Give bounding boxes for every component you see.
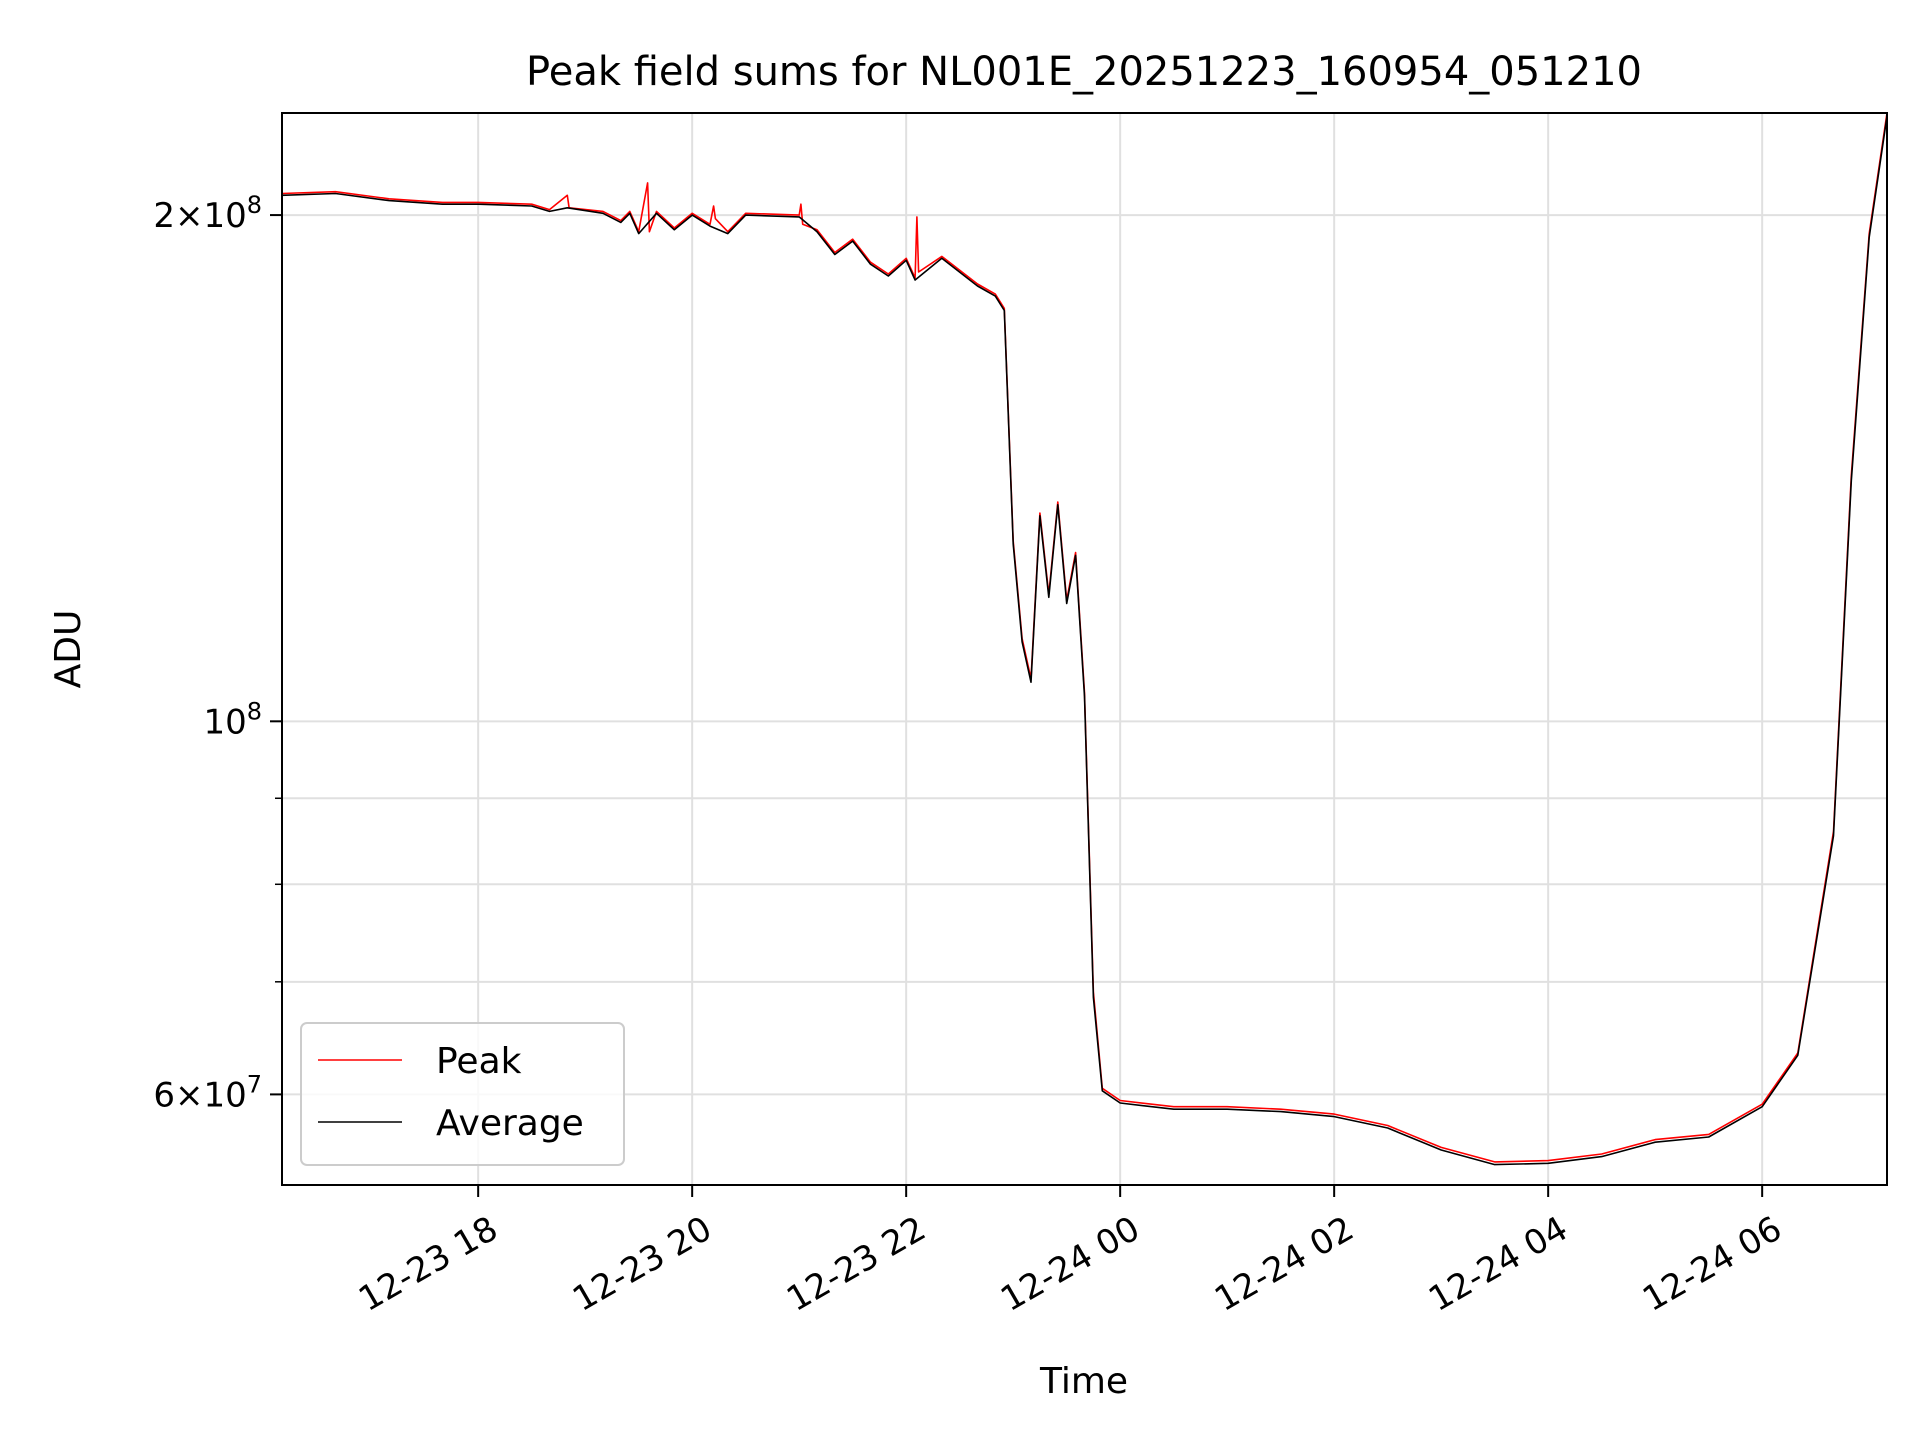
y-axis-label: ADU xyxy=(48,610,89,689)
legend: Peak Average xyxy=(300,1022,625,1166)
grid xyxy=(282,113,1887,1185)
plot-lines xyxy=(281,112,1888,1166)
chart-title: Peak field sums for NL001E_20251223_1609… xyxy=(526,49,1642,95)
y-tick-label: 108 xyxy=(203,697,262,742)
legend-peak-label: Peak xyxy=(436,1041,522,1082)
legend-average-label: Average xyxy=(436,1103,584,1144)
x-axis-label: Time xyxy=(1039,1361,1128,1402)
legend-box xyxy=(300,1022,625,1166)
y-tick-label: 6×107 xyxy=(153,1070,262,1115)
axes-frame xyxy=(281,112,1888,1186)
y-axis: 6×107 108 2×108 xyxy=(153,191,282,1115)
series-line-average xyxy=(281,116,1888,1166)
y-tick-label: 2×108 xyxy=(153,191,262,236)
